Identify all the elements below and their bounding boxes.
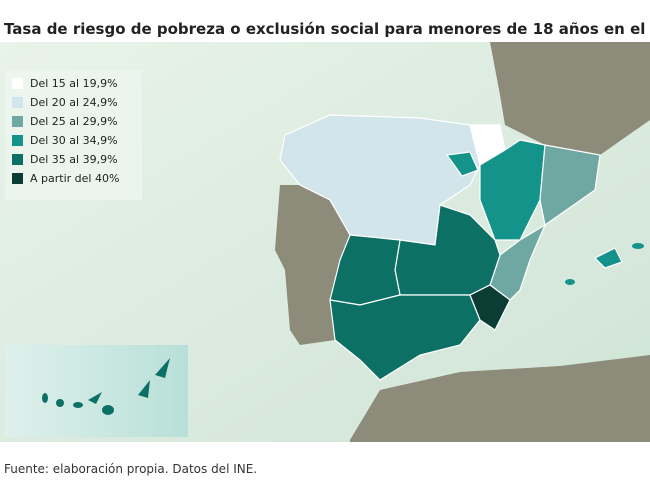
legend-label: Del 30 al 34,9% [30, 134, 118, 147]
legend-swatch [12, 116, 23, 127]
legend-label: A partir del 40% [30, 172, 119, 185]
legend-swatch [12, 135, 23, 146]
legend-swatch [12, 97, 23, 108]
legend-label: Del 35 al 39,9% [30, 153, 118, 166]
regions [279, 114, 644, 381]
legend-swatch [12, 154, 23, 165]
legend-label: Del 15 al 19,9% [30, 77, 118, 90]
legend-label: Del 25 al 29,9% [30, 115, 118, 128]
canary-inset [5, 345, 188, 437]
legend-label: Del 20 al 24,9% [30, 96, 118, 109]
legend-items: Del 15 al 19,9% Del 20 al 24,9% Del 25 al … [12, 77, 119, 185]
canary-islands [42, 358, 170, 415]
legend-swatch [12, 173, 23, 184]
map-title: Tasa de riesgo de pobreza o exclusión so… [4, 20, 650, 38]
foreign-land [275, 42, 650, 442]
legend-swatch [12, 78, 23, 89]
legend [5, 70, 142, 200]
source-note: Fuente: elaboración propia. Datos del IN… [4, 462, 258, 476]
